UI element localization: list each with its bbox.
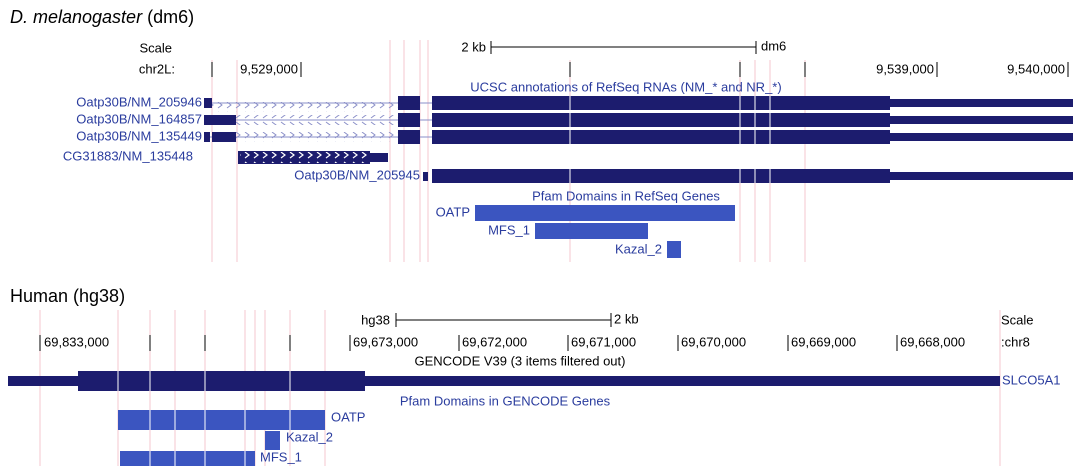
transcript <box>204 130 1073 144</box>
ruler-label: 69,673,000 <box>353 334 418 349</box>
domain <box>265 431 280 450</box>
ruler-label: 69,672,000 <box>462 334 527 349</box>
dm6-panel: D. melanogaster (dm6) Scale 2 kb dm6 chr2… <box>10 7 1073 262</box>
species: D. melanogaster <box>10 7 143 27</box>
transcript-label: Oatp30B/NM_205946 <box>76 94 202 109</box>
assembly: (hg38) <box>73 286 125 306</box>
domain <box>120 451 255 466</box>
scale-assembly: hg38 <box>361 312 390 327</box>
ruler-label: 9,529,000 <box>240 61 298 76</box>
assembly: (dm6) <box>147 7 194 27</box>
ruler-ticks <box>39 335 898 351</box>
track-title: GENCODE V39 (3 items filtered out) <box>415 353 626 368</box>
track-title: Pfam Domains in RefSeq Genes <box>532 188 720 203</box>
transcript-label: Oatp30B/NM_164857 <box>76 111 202 126</box>
ruler-label: 9,540,000 <box>1007 61 1065 76</box>
scale-assembly: dm6 <box>761 38 786 53</box>
track-title: UCSC annotations of RefSeq RNAs (NM_* an… <box>470 79 781 94</box>
domain-label: Kazal_2 <box>615 241 662 256</box>
scale-label: Scale <box>139 40 172 55</box>
chromosome: :chr8 <box>1001 334 1030 349</box>
transcript-label: CG31883/NM_135448 <box>63 148 193 163</box>
panel-title: D. melanogaster (dm6) <box>10 7 194 27</box>
species: Human <box>10 286 68 306</box>
scale-bar <box>490 41 757 54</box>
ruler-label: 9,539,000 <box>876 61 934 76</box>
track-title: Pfam Domains in GENCODE Genes <box>400 393 611 408</box>
panel-title: Human (hg38) <box>10 286 125 306</box>
domain-label: Kazal_2 <box>286 429 333 444</box>
domain-label: OATP <box>331 409 365 424</box>
domain <box>475 205 735 221</box>
domain-label: MFS_1 <box>260 449 302 464</box>
ruler-label: 69,671,000 <box>571 334 636 349</box>
exon-separators <box>569 96 771 183</box>
transcript-label: Oatp30B/NM_205945 <box>294 167 420 182</box>
transcript <box>204 113 1073 127</box>
scale-label: Scale <box>1001 312 1034 327</box>
transcript-label: SLCO5A1 <box>1002 372 1061 387</box>
transcript <box>8 371 1000 391</box>
scale-bar <box>395 313 612 327</box>
chromosome: chr2L: <box>139 61 175 76</box>
transcript <box>238 151 388 164</box>
domain-label: MFS_1 <box>488 222 530 237</box>
domain-label: OATP <box>436 204 470 219</box>
transcript <box>204 96 1073 112</box>
domain <box>118 410 325 430</box>
ruler-label: 69,669,000 <box>791 334 856 349</box>
transcript-label: Oatp30B/NM_135449 <box>76 128 202 143</box>
ruler-label: 69,668,000 <box>900 334 965 349</box>
ruler-ticks <box>211 62 1069 77</box>
ruler-label: 69,670,000 <box>681 334 746 349</box>
transcript <box>423 169 1073 183</box>
scale-size: 2 kb <box>461 39 486 54</box>
ruler-label: 69,833,000 <box>44 334 109 349</box>
domain <box>667 241 681 258</box>
scale-size: 2 kb <box>614 311 639 326</box>
domain <box>535 223 648 239</box>
hg38-panel: Human (hg38) hg38 2 kb Scale :chr8 69,833… <box>8 286 1061 466</box>
